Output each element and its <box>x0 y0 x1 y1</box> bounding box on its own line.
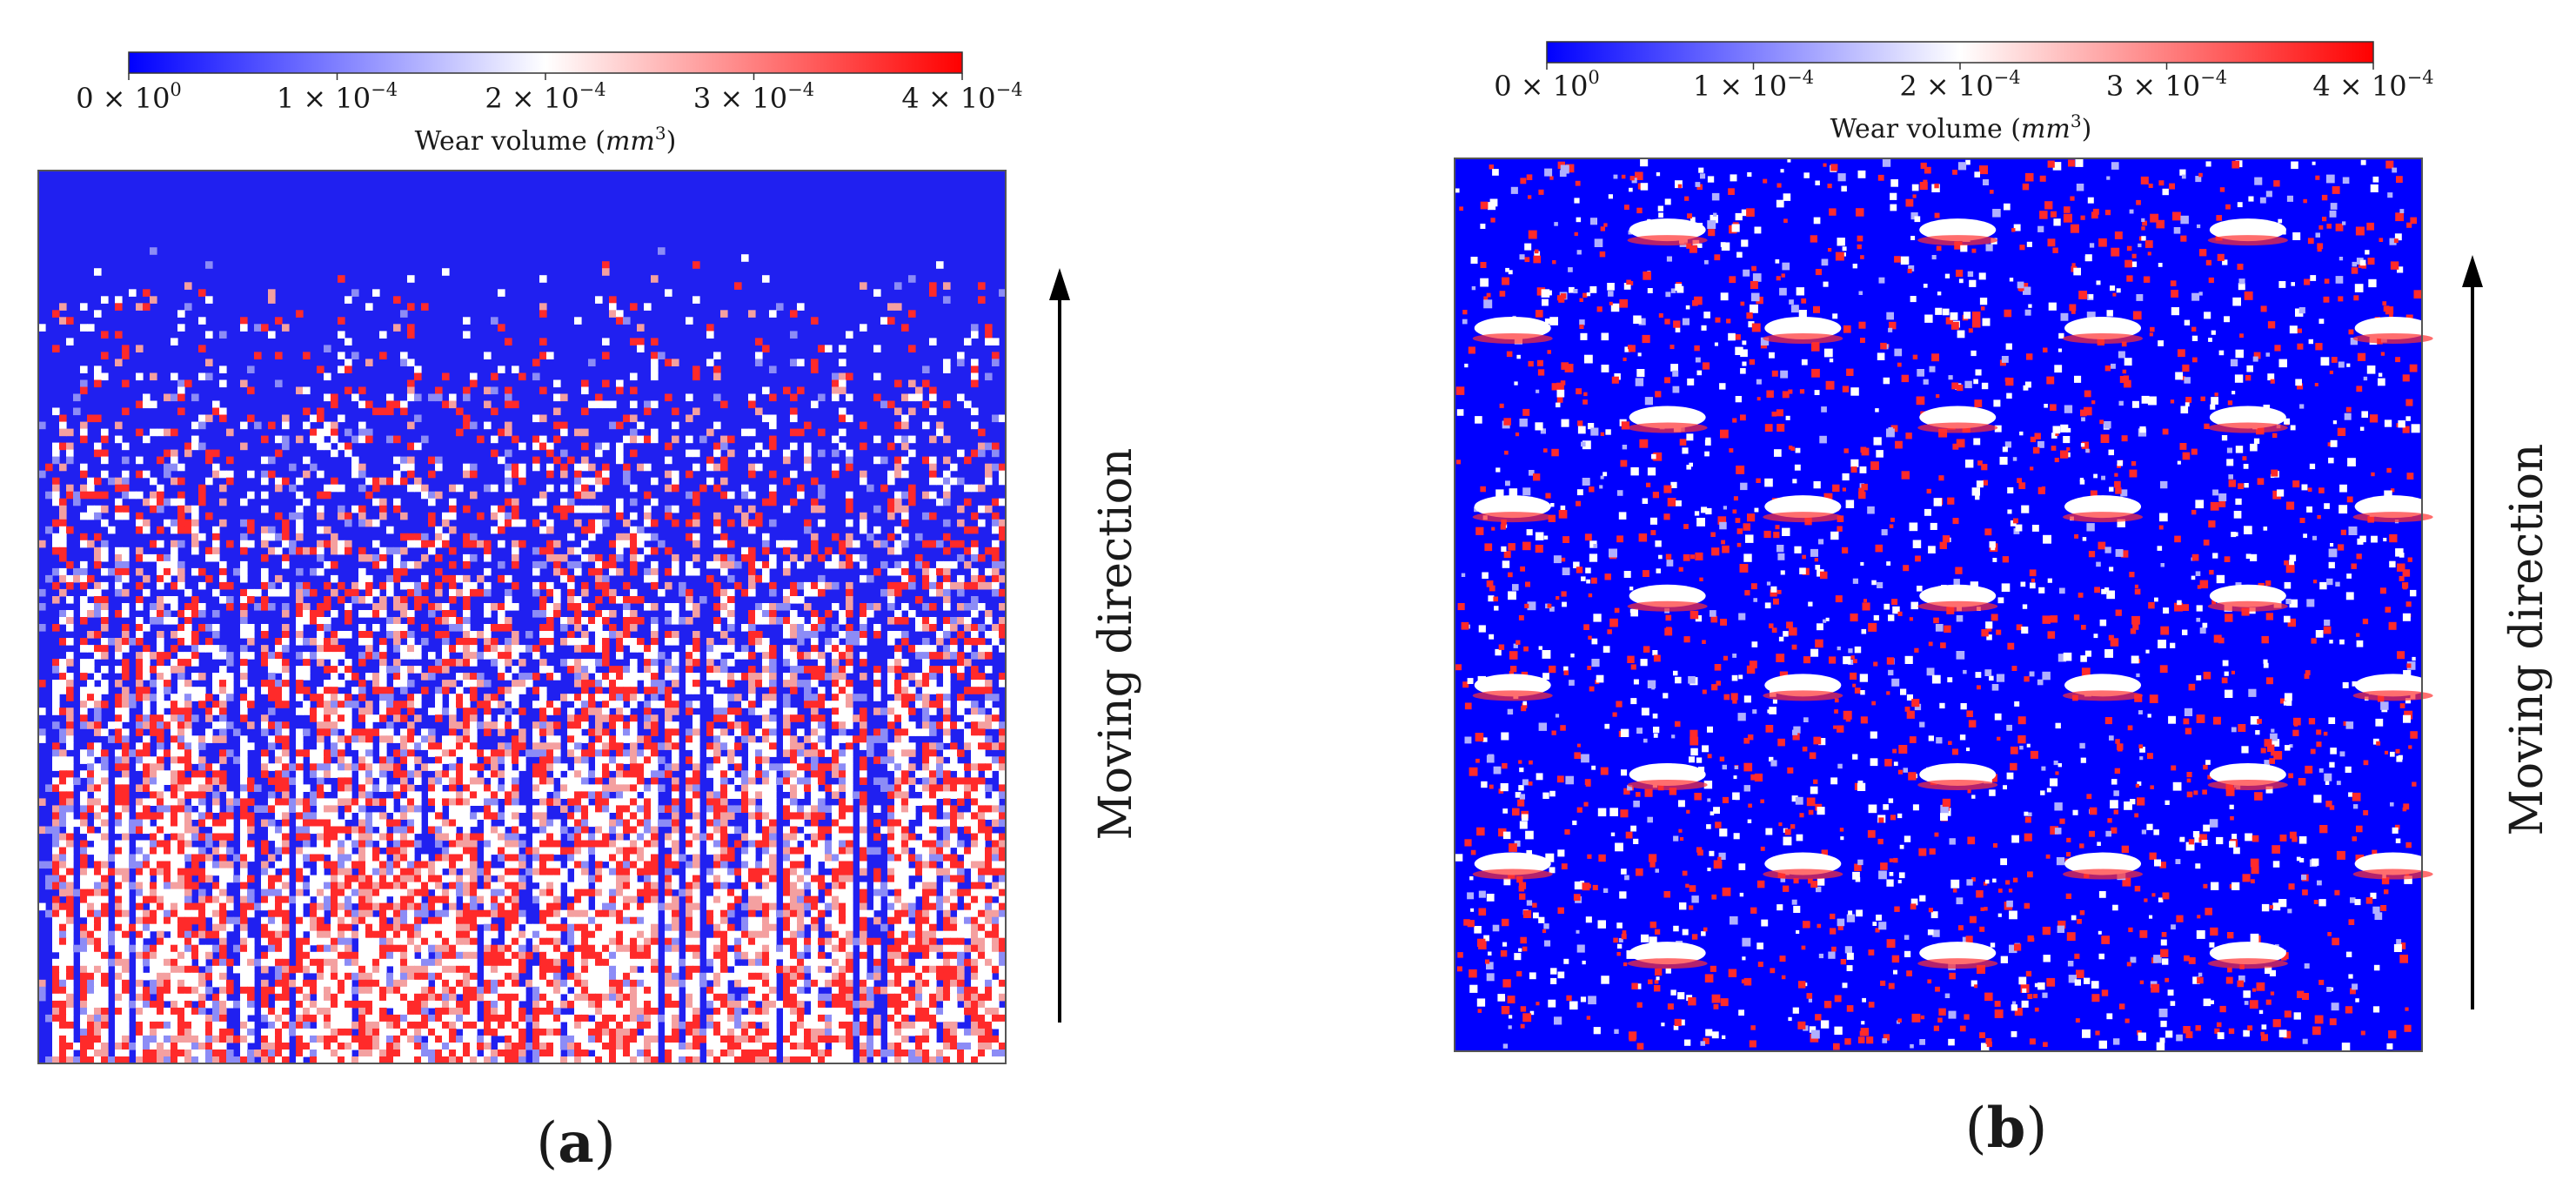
colorbar-a-ticks: 0 × 100 1 × 10−4 2 × 10−4 3 × 10−4 4 × 10−4 <box>76 73 1023 115</box>
colorbar-tick-label: 3 × 10−4 <box>2106 67 2227 103</box>
colorbar-tick-label: 1 × 10−4 <box>277 79 398 115</box>
panel-a: 0 × 100 1 × 10−4 2 × 10−4 3 × 10−4 4 × 10−4 … <box>37 51 1142 1176</box>
wear-patch <box>2354 852 2432 875</box>
colorbar-tick-label: 2 × 10−4 <box>485 79 606 115</box>
wear-patch <box>1629 762 1706 786</box>
arrow-head-icon <box>2462 255 2483 287</box>
wear-patch <box>2064 852 2142 875</box>
colorbar-tick-label: 3 × 10−4 <box>693 79 814 115</box>
panel-label-a: (a) <box>536 1110 615 1176</box>
colorbar-tick-label: 4 × 10−4 <box>901 79 1022 115</box>
wear-patch <box>1629 584 1706 607</box>
colorbar-tick-label: 2 × 10−4 <box>1899 67 2020 103</box>
wear-patch <box>1474 852 1551 875</box>
heatmap-a-frame <box>37 170 1007 1064</box>
wear-patch <box>1764 852 1842 875</box>
wear-patch <box>2209 584 2286 607</box>
wear-patch <box>1764 316 1842 339</box>
wear-patch <box>1629 406 1706 429</box>
colorbar-tick-label: 0 × 100 <box>1494 67 1600 103</box>
wear-patch <box>2209 762 2286 786</box>
wear-patch <box>1474 674 1551 697</box>
wear-patch <box>2209 218 2286 242</box>
wear-patch <box>1764 495 1842 519</box>
wear-patch <box>2354 495 2432 519</box>
colorbar-b-ticks: 0 × 100 1 × 10−4 2 × 10−4 3 × 10−4 4 × 10−4 <box>1494 63 2434 103</box>
wear-patch <box>2064 316 2142 339</box>
heatmap-a <box>38 247 1007 1064</box>
wear-patch <box>1764 674 1842 697</box>
wear-patch <box>2064 674 2142 697</box>
colorbar-tick-label: 1 × 10−4 <box>1693 67 1814 103</box>
wear-patch <box>1629 942 1706 965</box>
colorbar-tick-label: 4 × 10−4 <box>2312 67 2433 103</box>
wear-patch <box>2354 674 2432 697</box>
colorbar-b-label: Wear volume (mm3) <box>1830 111 2092 144</box>
wear-patch <box>1474 316 1551 339</box>
colorbar-a <box>128 51 963 74</box>
wear-patch <box>1474 495 1551 519</box>
moving-direction-label-b: Moving direction <box>2501 444 2553 836</box>
panel-label-b: (b) <box>1965 1096 2048 1161</box>
wear-patch <box>1919 584 1997 607</box>
wear-patch <box>2354 316 2432 339</box>
wear-patch <box>1919 942 1997 965</box>
wear-patch <box>1919 762 1997 786</box>
wear-patch <box>1919 406 1997 429</box>
heatmap-b-frame <box>1454 158 2423 1052</box>
moving-direction-label-a: Moving direction <box>1090 448 1142 841</box>
arrow-head-icon <box>1049 268 1070 300</box>
colorbar-b <box>1546 41 2374 64</box>
wear-patch <box>1629 218 1706 242</box>
colorbar-a-label: Wear volume (mm3) <box>415 123 677 157</box>
wear-patch <box>2209 942 2286 965</box>
wear-patch <box>2209 406 2286 429</box>
heatmap-b <box>1455 158 2433 1051</box>
wear-patch <box>2064 495 2142 519</box>
wear-patch <box>1919 218 1997 242</box>
colorbar-tick-label: 0 × 100 <box>76 79 182 115</box>
panel-b: 0 × 100 1 × 10−4 2 × 10−4 3 × 10−4 4 × 10−4 … <box>1454 41 2553 1161</box>
